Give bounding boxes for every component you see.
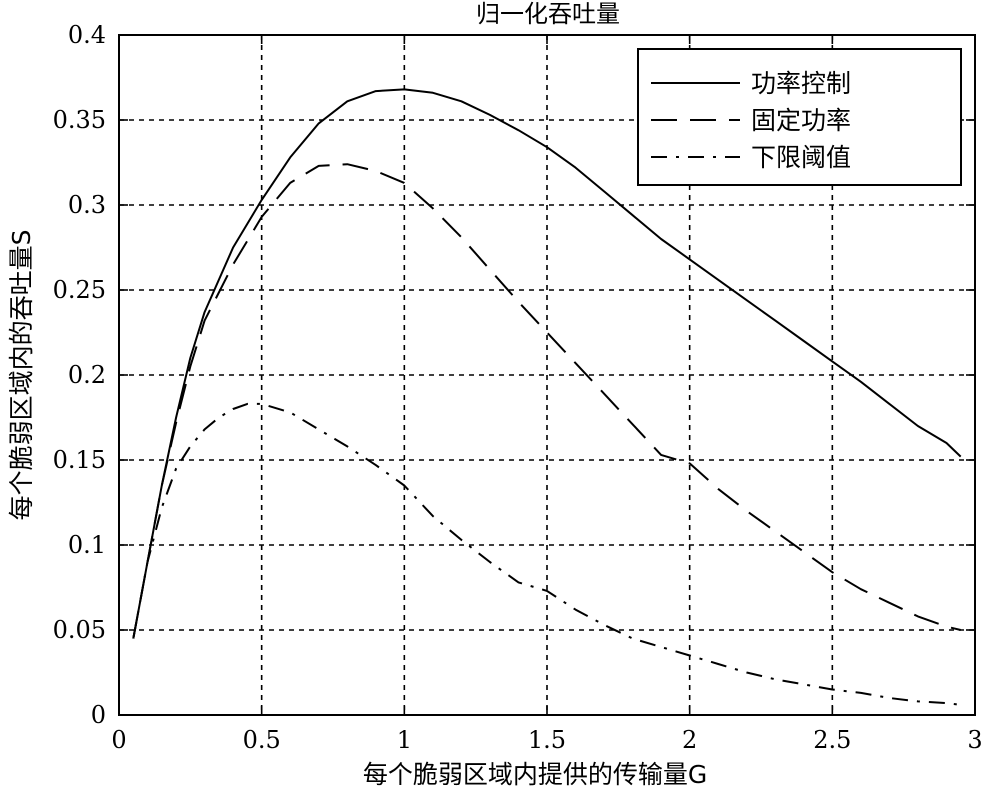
series-line-2 — [132, 163, 961, 639]
x-axis-label: 每个脆弱区域内提供的传输量G — [363, 760, 707, 789]
y-tick-label: 0.2 — [68, 361, 106, 389]
x-tick-label: 0.5 — [243, 726, 281, 754]
series-line-3 — [132, 402, 961, 706]
y-tick-label: 0.4 — [68, 21, 106, 49]
y-tick-label: 0.15 — [53, 446, 106, 474]
x-ticks: 0 0.5 1 1.5 2 2.5 3 — [111, 35, 983, 754]
series-lines — [132, 88, 962, 706]
x-tick-label: 1.5 — [528, 726, 566, 754]
x-tick-label: 0 — [111, 726, 126, 754]
y-tick-label: 0.35 — [53, 106, 106, 134]
x-tick-label: 1 — [397, 726, 412, 754]
legend-box — [637, 48, 962, 186]
y-tick-label: 0.05 — [53, 616, 106, 644]
y-tick-label: 0.1 — [68, 531, 106, 559]
legend-label-3: 下限阈值 — [751, 143, 851, 172]
x-tick-label: 2 — [682, 726, 697, 754]
x-tick-label: 3 — [967, 726, 982, 754]
legend-label-1: 功率控制 — [751, 69, 851, 98]
chart-title: 归一化吞吐量 — [476, 0, 620, 28]
y-axis-label: 每个脆弱区域内的吞吐量S — [7, 230, 36, 521]
x-tick-label: 2.5 — [813, 726, 851, 754]
y-ticks: 0 0.05 0.1 0.15 0.2 0.25 0.3 0.35 0.4 — [53, 21, 975, 729]
legend-label-2: 固定功率 — [751, 106, 851, 135]
y-tick-label: 0.3 — [68, 191, 106, 219]
series-line-1 — [132, 88, 962, 639]
y-tick-label: 0.25 — [53, 276, 106, 304]
y-tick-label: 0 — [91, 701, 106, 729]
